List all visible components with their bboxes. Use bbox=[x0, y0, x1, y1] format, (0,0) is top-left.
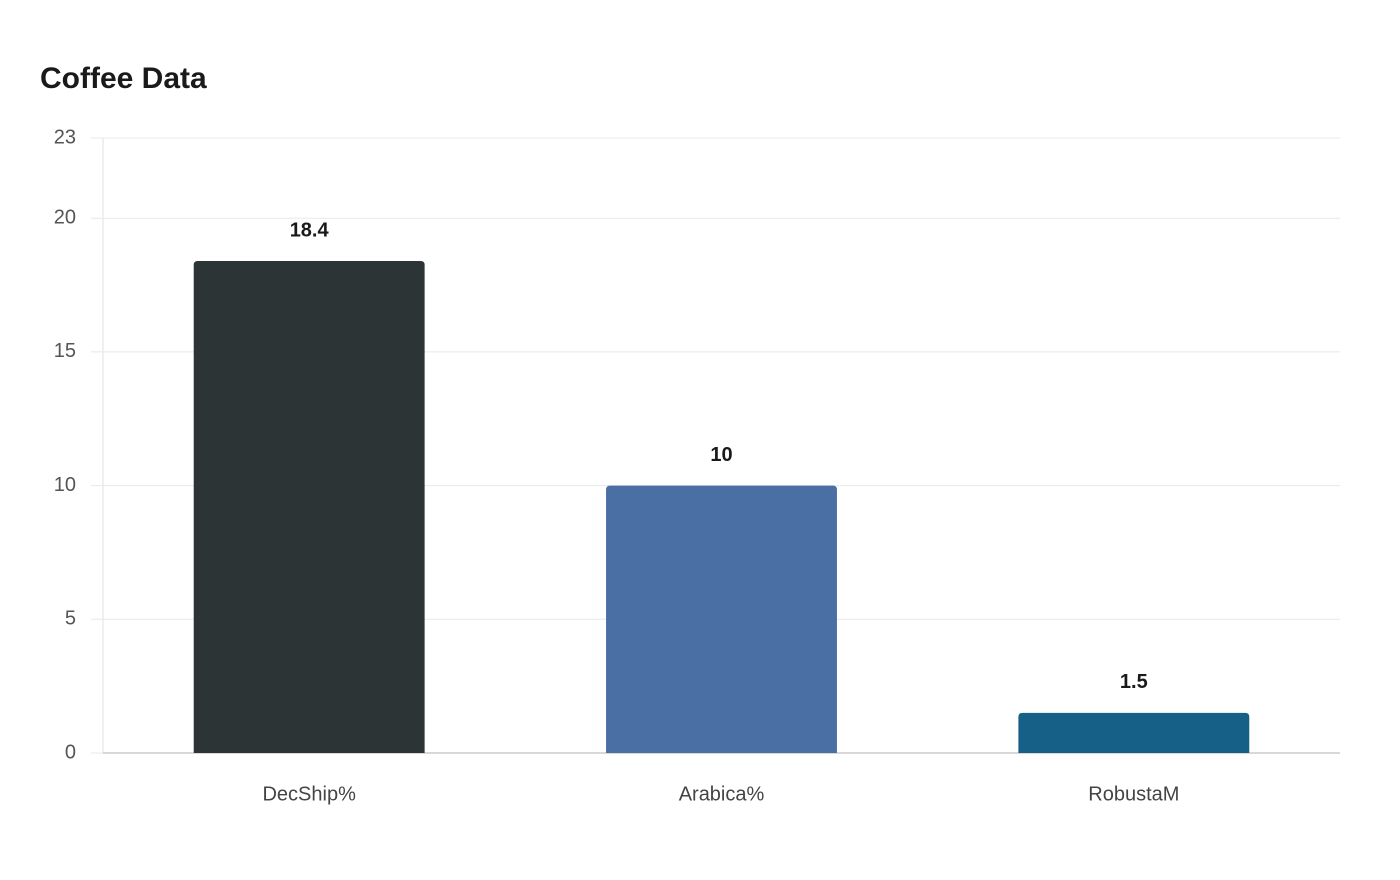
bar bbox=[606, 485, 837, 753]
chart-title: Coffee Data bbox=[40, 62, 207, 95]
bar bbox=[193, 261, 425, 753]
bar bbox=[1018, 712, 1250, 753]
value-label: 10 bbox=[710, 444, 732, 466]
value-label: 1.5 bbox=[1120, 671, 1148, 693]
x-tick-label: Arabica% bbox=[679, 783, 765, 805]
x-tick-label: DecShip% bbox=[262, 783, 356, 805]
x-tick-label: RobustaM bbox=[1088, 783, 1179, 805]
value-label: 18.4 bbox=[290, 219, 330, 241]
y-tick-label: 5 bbox=[65, 608, 76, 630]
y-tick-label: 0 bbox=[65, 741, 76, 763]
y-tick-label: 10 bbox=[54, 474, 76, 496]
y-tick-label: 20 bbox=[54, 206, 76, 228]
y-tick-label: 23 bbox=[54, 126, 76, 148]
y-tick-label: 15 bbox=[54, 340, 76, 362]
